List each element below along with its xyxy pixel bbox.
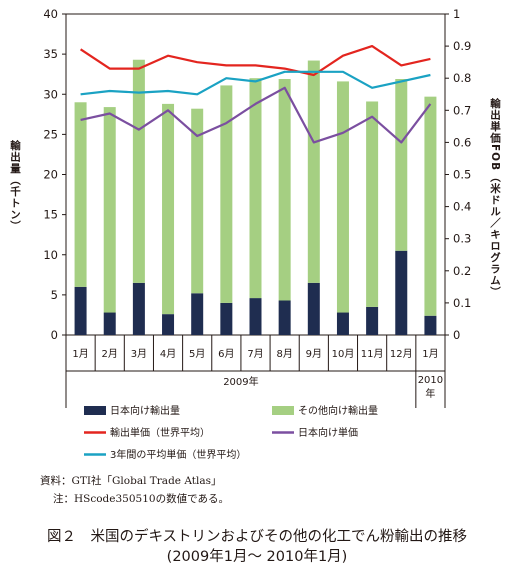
figure-caption-period: (2009年1月～ 2010年1月) [166,549,348,565]
bar-japan [278,300,291,335]
bar-japan [103,312,116,335]
left-tick-label: 0 [51,328,58,342]
left-tick-label: 10 [43,248,58,262]
bar-japan [395,250,408,335]
right-tick-label: 0.8 [453,71,471,85]
left-tick-label: 40 [43,7,58,21]
bar-other [132,59,145,283]
left-tick-label: 5 [51,288,58,302]
bar-japan [132,282,145,335]
bars [74,59,437,335]
bar-other [103,107,116,313]
category-label: 1月 [422,348,438,360]
left-tick-label: 20 [43,168,58,182]
bar-other [249,78,262,299]
figure-caption-title: 図２ 米国のデキストリンおよびその他の化工でん粉輸出の推移 [46,529,468,545]
category-label: 4月 [160,348,176,360]
bar-japan [220,302,233,335]
left-tick-label: 25 [43,127,58,141]
bar-other [307,60,320,283]
legend-label-4: 3年間の平均単価（世界平均） [110,448,246,461]
left-axis-label: 輸出量（千トン） [9,140,21,232]
bar-other [220,85,233,303]
right-tick-label: 0.1 [453,296,471,310]
category-label: 3月 [131,348,147,360]
bar-other [366,101,379,307]
hscode-note: 注：HScode350510の数値である。 [53,493,229,505]
right-tick-label: 1 [453,7,460,21]
lines [79,44,432,144]
legend-label-1: その他向け輸出量 [298,404,378,417]
left-tick-label: 30 [43,87,58,101]
bar-japan [74,286,87,335]
legend-label-0: 日本向け輸出量 [110,404,180,417]
series-line-0 [79,44,431,77]
legend-label-2: 輸出単価（世界平均） [110,426,210,439]
category-label: 8月 [276,348,292,360]
right-tick-label: 0.4 [453,200,471,214]
bar-other [162,103,175,315]
left-tick-label: 15 [43,208,58,222]
right-axis-label: 輸出単価FOB（米ドル／キログラム） [489,98,501,298]
bar-japan [336,312,349,335]
right-tick-label: 0.5 [453,168,471,182]
bar-japan [307,282,320,335]
bar-other [191,108,204,294]
category-label: 2月 [102,348,118,360]
legend-swatch-0 [84,406,106,415]
legend-swatch-1 [272,406,294,415]
category-label: 5月 [189,348,205,360]
right-tick-label: 0 [453,328,460,342]
year-group-label: 2010 [418,375,443,386]
category-label: 10月 [332,348,355,360]
series-line-2 [80,70,431,96]
legend-label-3: 日本向け単価 [298,426,358,439]
bar-japan [191,293,204,335]
right-tick-label: 0.2 [453,264,471,278]
left-tick-label: 35 [43,47,58,61]
bar-other [424,96,437,316]
right-tick-label: 0.9 [453,39,471,53]
category-label: 12月 [390,348,413,360]
bar-japan [162,314,175,335]
bar-japan [366,306,379,335]
right-tick-label: 0.6 [453,135,471,149]
category-label: 6月 [218,348,234,360]
right-tick-label: 0.3 [453,232,471,246]
right-tick-label: 0.7 [453,103,471,117]
year-group-label: 2009年 [223,375,258,388]
bar-other [336,81,349,313]
bar-other [278,79,291,301]
year-group-label-suffix: 年 [425,387,435,400]
source-note: 資料：GTI社「Global Trade Atlas」 [40,475,222,487]
tick-labels: 0 5 10 15 20 25 30 35 40 0 0.1 0.2 0.3 0.4 0.5 0.6 0.7 0.… [43,7,471,400]
category-label: 9月 [306,348,322,360]
series-line-1 [80,86,432,144]
category-label: 11月 [361,348,384,360]
bar-japan [424,315,437,335]
category-label: 7月 [247,348,263,360]
bar-other [74,102,87,287]
category-label: 1月 [72,348,88,360]
bar-other [395,79,408,251]
bar-japan [249,298,262,335]
